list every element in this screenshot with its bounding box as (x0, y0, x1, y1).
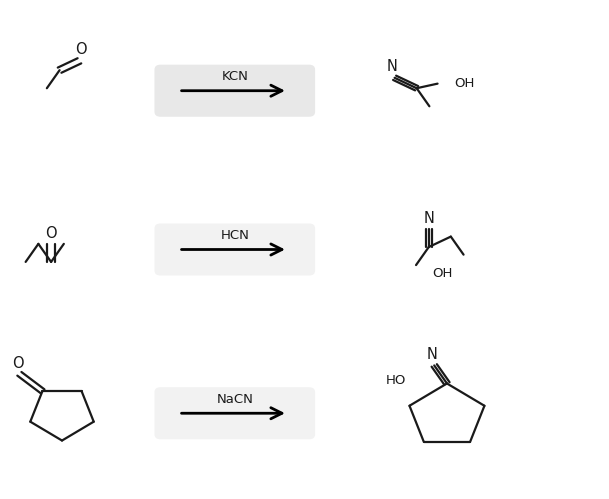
Text: NaCN: NaCN (216, 393, 253, 406)
Text: OH: OH (432, 267, 453, 280)
FancyBboxPatch shape (155, 387, 315, 439)
FancyBboxPatch shape (155, 224, 315, 275)
Text: HCN: HCN (220, 229, 249, 242)
Text: OH: OH (454, 77, 475, 90)
Text: O: O (75, 42, 86, 57)
Text: N: N (427, 347, 438, 362)
Text: KCN: KCN (221, 70, 248, 83)
Text: O: O (45, 226, 57, 241)
Text: HO: HO (385, 374, 406, 388)
Text: N: N (386, 59, 397, 74)
FancyBboxPatch shape (155, 65, 315, 117)
Text: N: N (423, 211, 434, 226)
Text: O: O (12, 356, 23, 371)
